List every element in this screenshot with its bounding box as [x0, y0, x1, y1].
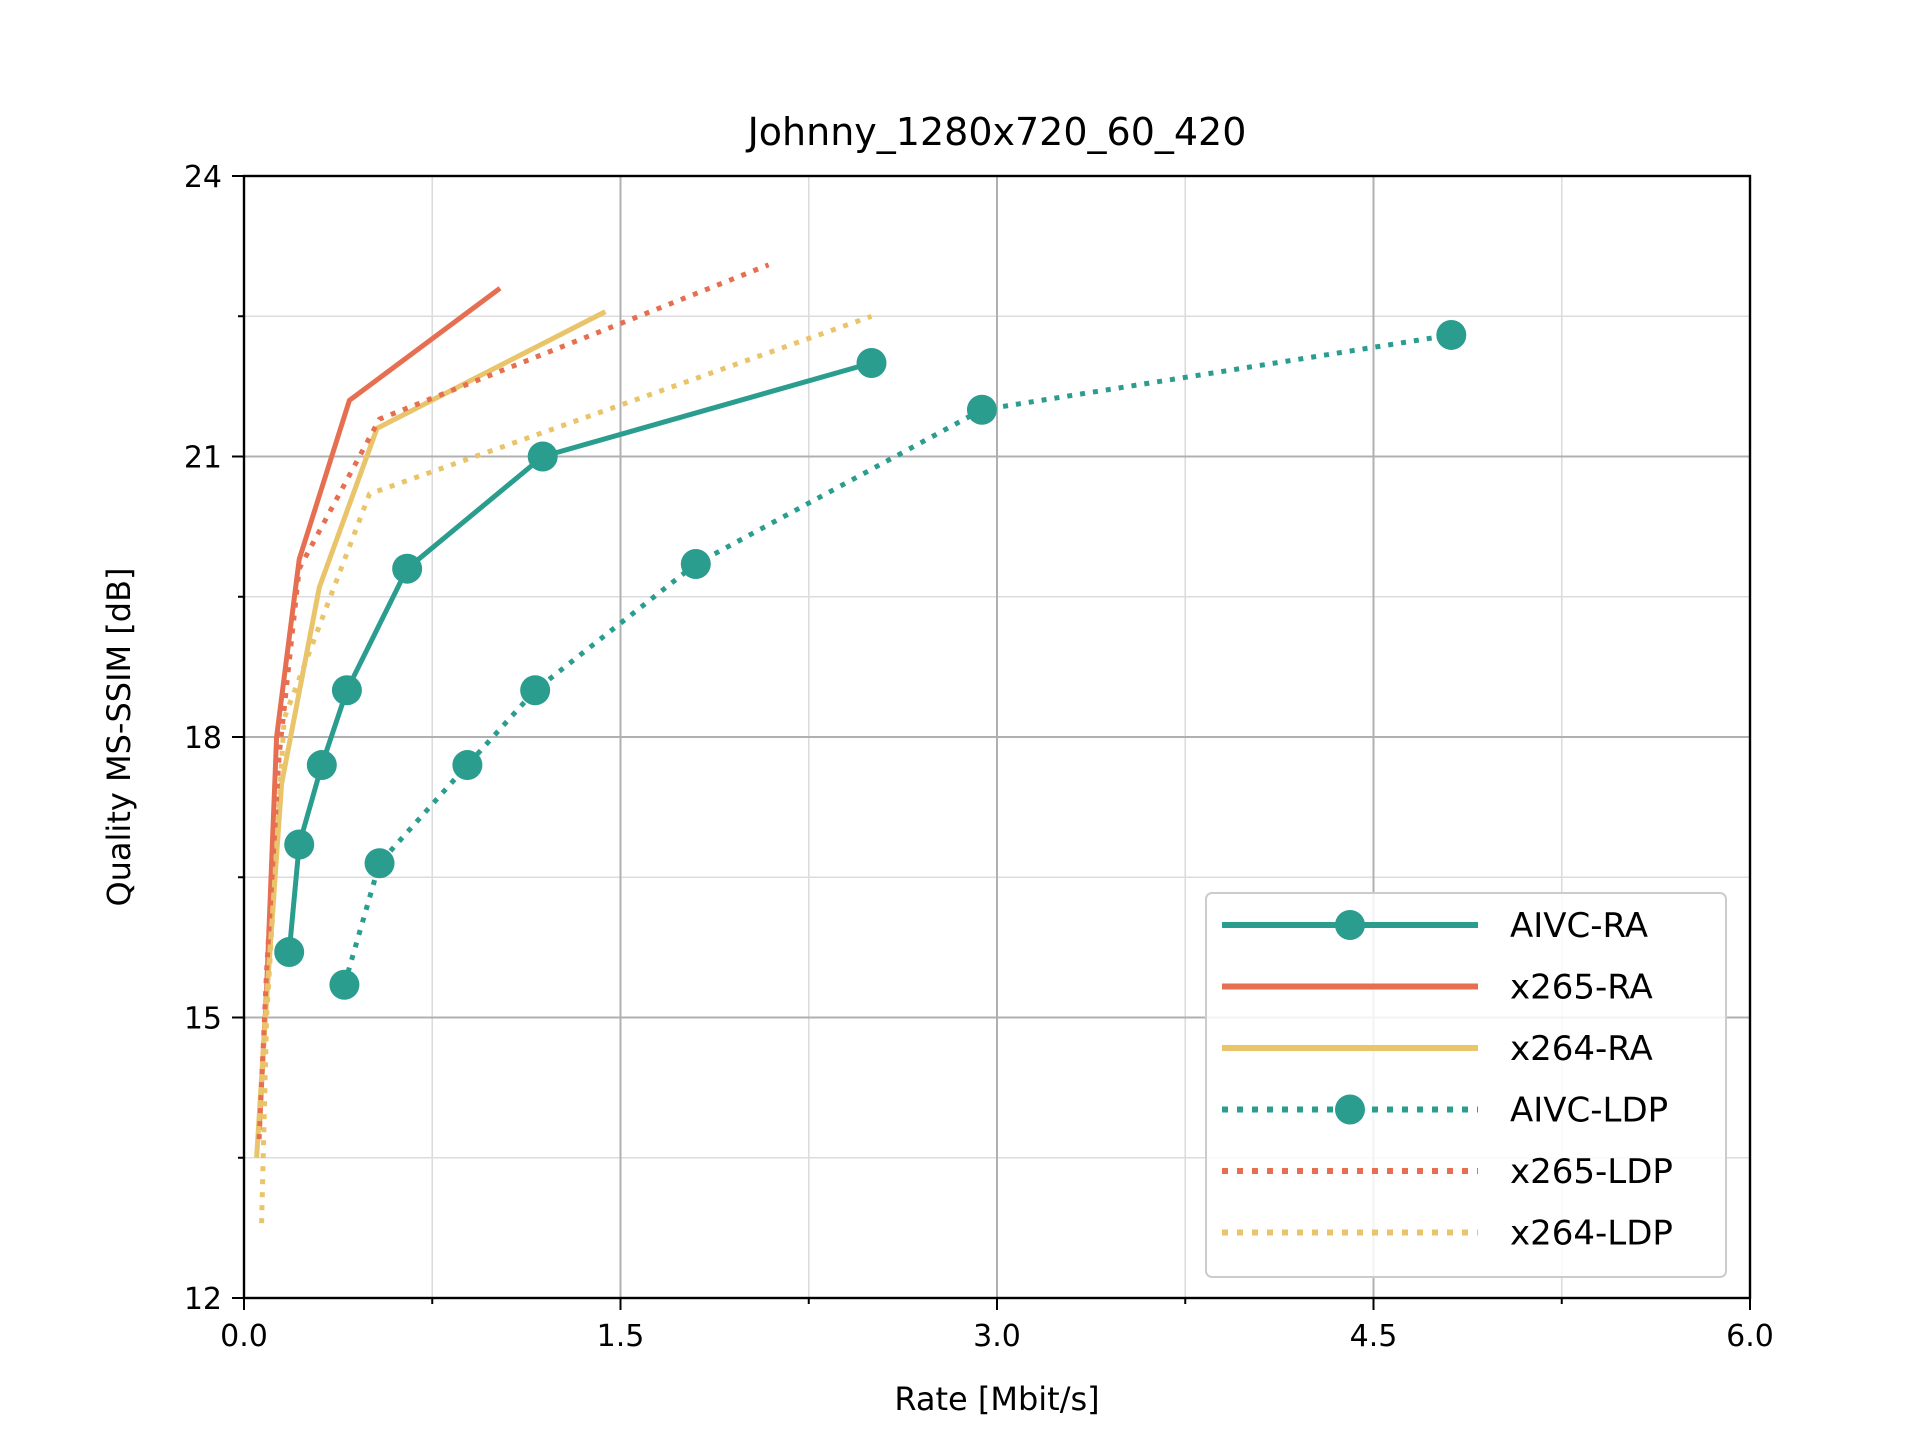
data-point-aivc-ra — [306, 750, 337, 781]
legend-marker-aivc-ra — [1335, 910, 1365, 940]
x-tick-label: 1.5 — [597, 1319, 645, 1354]
axis-ticks: 0.0 1.5 3.0 4.5 6.0 12 15 18 21 24 — [184, 160, 1774, 1354]
y-tick-label: 18 — [184, 721, 222, 756]
legend-label-x265-ldp: x265-LDP — [1510, 1152, 1673, 1192]
x-axis-label: Rate [Mbit/s] — [894, 1380, 1099, 1418]
x-tick-label: 6.0 — [1726, 1319, 1774, 1354]
data-point-aivc-ldp — [329, 969, 360, 1000]
data-point-aivc-ra — [527, 441, 558, 472]
plot-series — [254, 262, 1467, 1224]
data-point-aivc-ra — [856, 348, 887, 378]
data-point-aivc-ldp — [966, 394, 997, 425]
legend: AIVC-RA x265-RA x264-RA AIVC-LDP x265-LDP x26… — [1205, 892, 1727, 1278]
x-tick-label: 3.0 — [973, 1319, 1021, 1354]
data-point-aivc-ldp — [680, 549, 711, 580]
chart-title: Johnny_1280x720_60_420 — [746, 110, 1247, 154]
legend-label-x264-ra: x264-RA — [1510, 1029, 1653, 1069]
data-point-aivc-ra — [274, 937, 305, 968]
legend-label-aivc-ra: AIVC-RA — [1510, 906, 1648, 946]
data-point-aivc-ldp — [1436, 319, 1467, 350]
data-point-aivc-ra — [331, 675, 362, 706]
legend-label-x264-ldp: x264-LDP — [1510, 1214, 1673, 1254]
legend-label-x265-ra: x265-RA — [1510, 968, 1653, 1008]
legend-label-aivc-ldp: AIVC-LDP — [1510, 1091, 1668, 1131]
x-tick-label: 4.5 — [1350, 1319, 1398, 1354]
data-point-aivc-ra — [284, 829, 315, 860]
data-point-aivc-ldp — [520, 675, 551, 706]
x-tick-label: 0.0 — [220, 1319, 268, 1354]
y-tick-label: 15 — [184, 1002, 222, 1037]
y-tick-label: 12 — [184, 1282, 222, 1317]
data-point-aivc-ldp — [364, 848, 395, 879]
legend-marker-aivc-ldp — [1335, 1094, 1365, 1125]
y-tick-label: 24 — [184, 160, 222, 195]
data-point-aivc-ra — [392, 553, 423, 584]
data-point-aivc-ldp — [452, 750, 483, 781]
y-tick-label: 21 — [184, 441, 222, 476]
y-axis-label: Quality MS-SSIM [dB] — [100, 567, 138, 906]
series-line-x264-ldp — [259, 313, 873, 1224]
